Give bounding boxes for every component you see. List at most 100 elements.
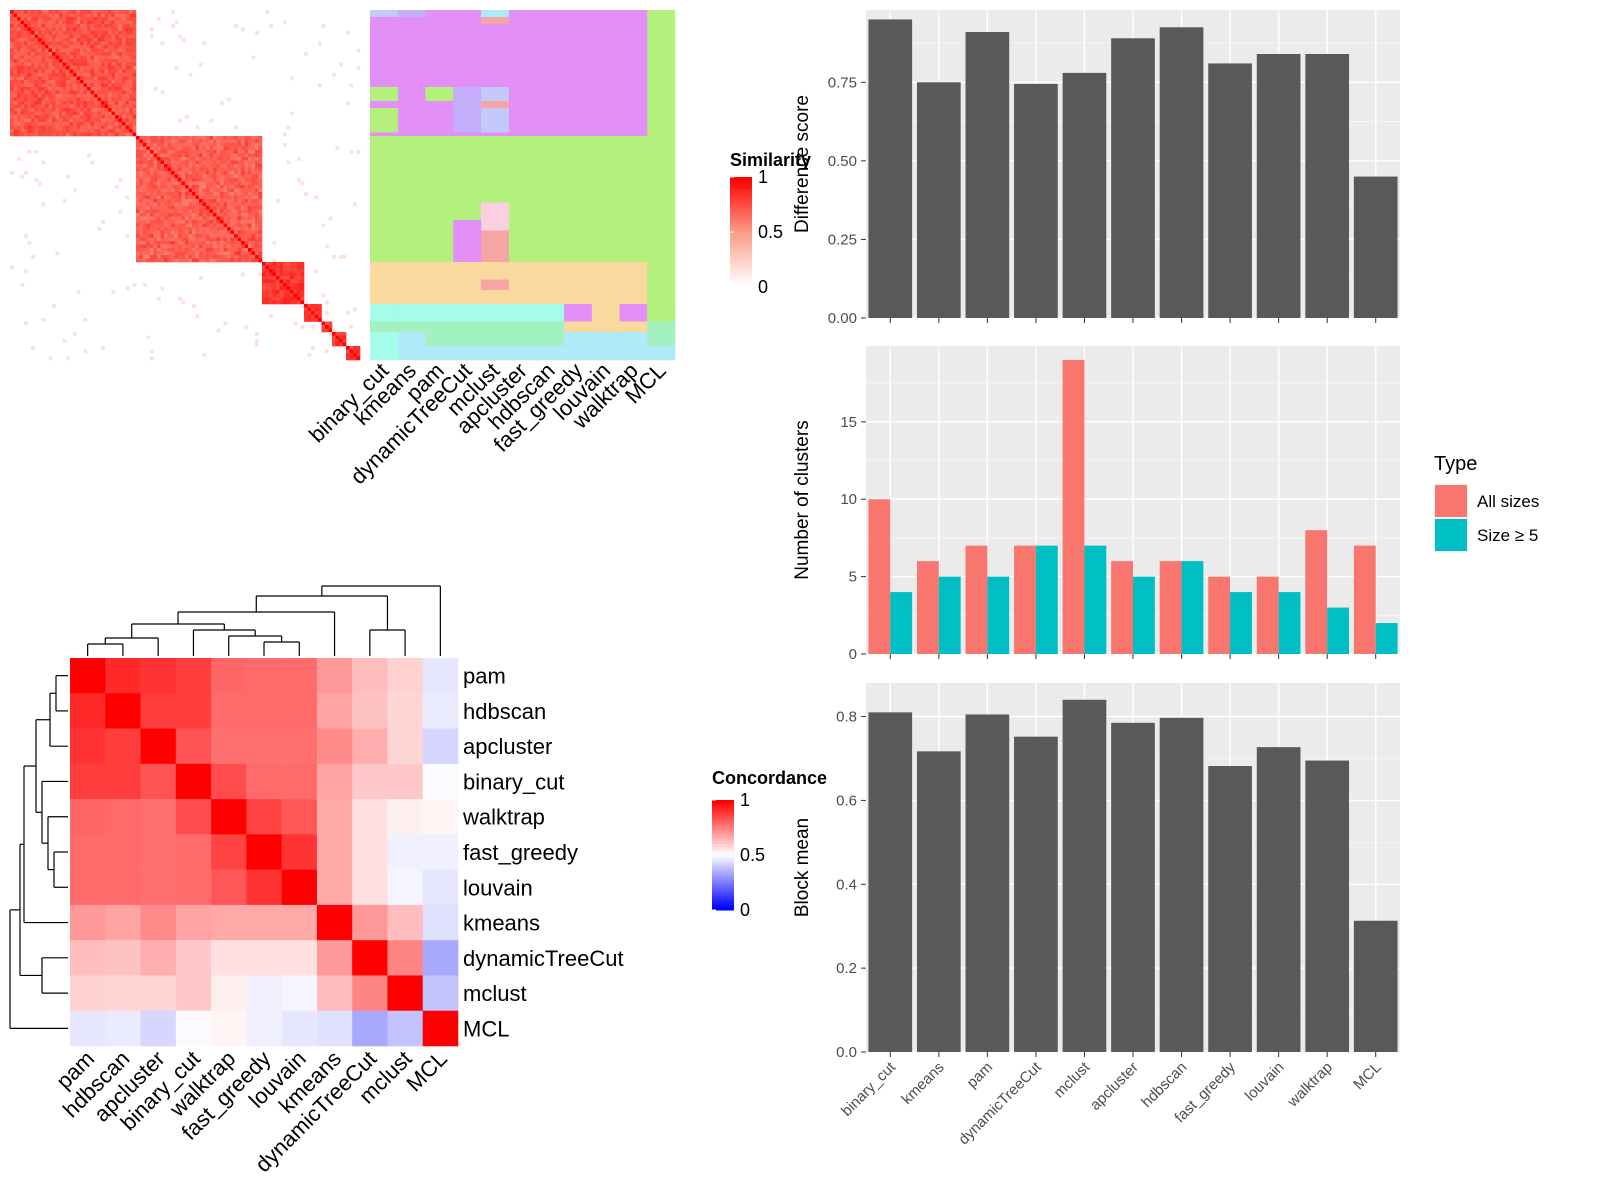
similarity-cell <box>129 129 133 133</box>
similarity-cell <box>62 48 67 53</box>
similarity-cell <box>353 202 357 207</box>
similarity-cell <box>73 332 77 336</box>
similarity-cell <box>76 129 81 133</box>
bar <box>1111 38 1155 319</box>
similarity-cell <box>118 45 123 49</box>
concordance-cell <box>246 869 282 906</box>
similarity-cell <box>157 160 161 165</box>
similarity-cell <box>216 220 221 224</box>
similarity-cell <box>59 94 63 98</box>
strip-cell <box>647 136 676 263</box>
similarity-cell <box>27 94 32 98</box>
similarity-cell <box>192 244 196 249</box>
similarity-cell <box>59 83 63 88</box>
similarity-legend-title: Similarity <box>730 150 811 170</box>
similarity-cell <box>258 174 263 179</box>
similarity-cell <box>27 17 32 21</box>
similarity-cell <box>227 174 231 179</box>
similarity-cell <box>139 146 144 151</box>
similarity-cell <box>24 24 28 28</box>
similarity-cell <box>248 230 252 235</box>
similarity-cell <box>213 234 217 238</box>
similarity-cell <box>66 122 70 126</box>
similarity-legend-tick-label: 1 <box>758 167 768 187</box>
similarity-legend-swatch <box>730 262 752 266</box>
similarity-cell <box>41 73 46 77</box>
similarity-cell <box>255 209 259 214</box>
similarity-cell <box>167 157 172 161</box>
similarity-cell <box>300 304 305 308</box>
similarity-cell <box>192 195 196 200</box>
similarity-cell <box>52 73 56 77</box>
similarity-cell <box>199 195 203 200</box>
bar <box>965 32 1010 318</box>
strip-cell <box>480 332 509 347</box>
concordance-legend-tick-label: 0 <box>740 900 750 920</box>
similarity-cell <box>45 55 49 60</box>
similarity-cell <box>286 300 291 305</box>
similarity-cell <box>237 160 242 165</box>
similarity-cell <box>45 24 49 28</box>
similarity-cell <box>311 325 315 329</box>
similarity-cell <box>181 220 186 224</box>
similarity-cell <box>227 220 231 224</box>
similarity-cell <box>181 216 186 221</box>
similarity-cell <box>220 230 224 235</box>
concordance-cell <box>281 728 318 765</box>
similarity-cell <box>279 297 284 301</box>
similarity-cell <box>223 202 228 207</box>
similarity-cell <box>83 34 88 39</box>
similarity-cell <box>209 199 214 203</box>
similarity-cell <box>24 94 28 98</box>
similarity-cell <box>258 195 263 200</box>
similarity-cell <box>251 178 256 182</box>
concordance-legend-swatch <box>712 857 734 861</box>
similarity-cell <box>150 202 154 207</box>
similarity-cell <box>132 34 137 39</box>
similarity-cell <box>38 62 42 67</box>
similarity-cell <box>199 62 203 67</box>
similarity-cell <box>38 59 42 63</box>
similarity-cell <box>335 146 340 151</box>
similarity-cell <box>115 69 119 74</box>
similarity-cell <box>192 192 196 196</box>
similarity-cell <box>174 199 179 203</box>
similarity-cell <box>76 38 81 42</box>
similarity-cell <box>206 139 210 144</box>
similarity-cell <box>237 143 242 147</box>
similarity-cell <box>97 90 102 95</box>
bar <box>1278 592 1301 654</box>
similarity-cell <box>192 255 196 259</box>
similarity-cell <box>241 213 245 217</box>
similarity-cell <box>111 108 116 112</box>
similarity-cell <box>237 237 242 242</box>
similarity-cell <box>220 244 224 249</box>
similarity-cell <box>150 213 154 217</box>
similarity-cell <box>55 38 60 42</box>
similarity-cell <box>244 174 249 179</box>
bar <box>1062 72 1107 318</box>
similarity-cell <box>227 241 231 245</box>
concordance-cell <box>211 728 247 765</box>
similarity-cell <box>251 248 256 252</box>
similarity-cell <box>188 164 193 168</box>
similarity-cell <box>241 195 245 200</box>
similarity-cell <box>293 272 298 277</box>
similarity-cell <box>157 241 161 245</box>
similarity-cell <box>69 118 74 123</box>
similarity-cell <box>27 80 32 84</box>
similarity-cell <box>76 24 81 28</box>
similarity-cell <box>41 13 46 18</box>
similarity-cell <box>27 132 32 137</box>
similarity-cell <box>227 251 231 256</box>
similarity-cell <box>10 55 14 60</box>
similarity-cell <box>132 73 137 77</box>
similarity-cell <box>45 80 49 84</box>
similarity-cell <box>115 34 119 39</box>
similarity-cell <box>181 157 186 161</box>
similarity-cell <box>199 248 203 252</box>
similarity-cell <box>199 174 203 179</box>
similarity-cell <box>251 185 256 189</box>
x-tick-label: kmeans <box>898 1059 947 1108</box>
similarity-cell <box>136 244 140 249</box>
